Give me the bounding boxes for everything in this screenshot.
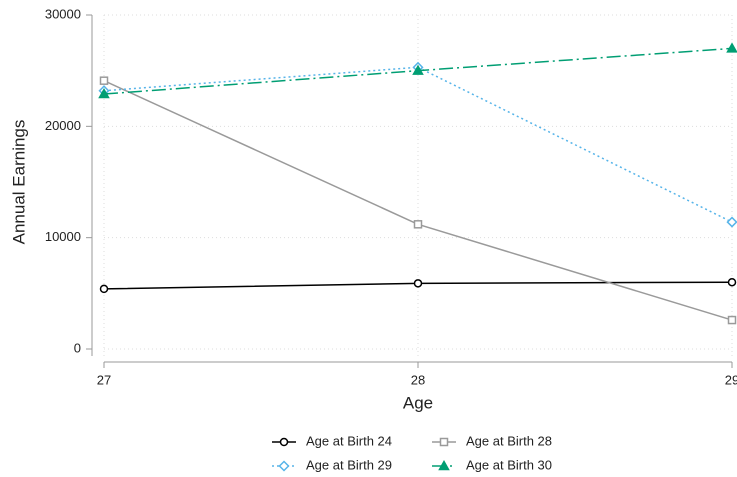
legend-label: Age at Birth 29 [306, 457, 392, 472]
marker [438, 459, 450, 471]
legend-label: Age at Birth 24 [306, 433, 392, 448]
marker [727, 277, 737, 287]
y-axis-title: Annual Earnings [9, 120, 28, 245]
marker [439, 437, 449, 447]
legend-label: Age at Birth 28 [466, 433, 552, 448]
marker [278, 460, 290, 472]
y-tick-label: 10000 [45, 229, 81, 244]
marker [413, 220, 423, 229]
marker [99, 76, 109, 85]
x-tick-label: 28 [411, 372, 425, 387]
x-axis-title: Age [403, 393, 433, 412]
x-tick-label: 27 [97, 372, 111, 387]
legend-label: Age at Birth 30 [466, 457, 552, 472]
x-tick-label: 29 [725, 372, 737, 387]
marker [726, 42, 737, 53]
y-tick-label: 30000 [45, 6, 81, 21]
y-tick-label: 20000 [45, 118, 81, 133]
marker [98, 88, 110, 99]
marker [279, 437, 289, 447]
marker [412, 64, 424, 75]
marker [727, 315, 737, 325]
series-line [103, 66, 733, 223]
marker [99, 284, 109, 294]
marker [726, 216, 737, 228]
y-tick-label: 0 [74, 340, 81, 355]
marker [413, 279, 423, 288]
